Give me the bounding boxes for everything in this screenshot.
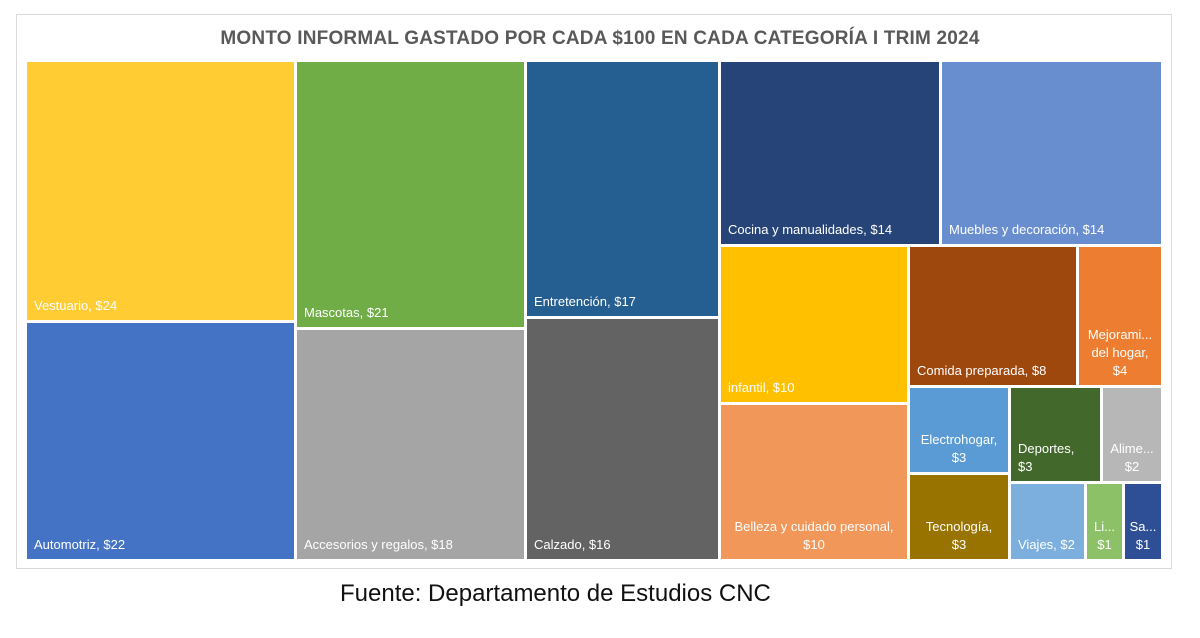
treemap-tile-rect	[1103, 388, 1161, 481]
treemap-tile: infantil, $10	[721, 247, 907, 402]
treemap-tile-rect	[910, 388, 1008, 472]
treemap-tile-label: Automotriz, $22	[34, 537, 125, 552]
treemap-tile-label: Mejorami... del hogar, $4	[1088, 327, 1152, 378]
treemap-tile-rect	[527, 319, 718, 559]
treemap-tile: Viajes, $2	[1011, 484, 1084, 559]
treemap-tile-rect	[910, 247, 1076, 385]
treemap-tile-label: Calzado, $16	[534, 537, 611, 552]
treemap-tile-label: infantil, $10	[728, 380, 795, 395]
treemap-tile: Alime... $2	[1103, 388, 1161, 481]
treemap-tile: Calzado, $16	[527, 319, 718, 559]
treemap-tile-label: Alime... $2	[1110, 441, 1153, 474]
treemap-tile: Vestuario, $24	[27, 62, 294, 320]
treemap-tile-rect	[1079, 247, 1161, 385]
treemap-tile-rect	[721, 62, 939, 244]
treemap-tile: Accesorios y regalos, $18	[297, 330, 524, 559]
treemap-tile-label: Cocina y manualidades, $14	[728, 222, 892, 237]
treemap-tile-label: Entretención, $17	[534, 294, 636, 309]
treemap-tile: Comida preparada, $8	[910, 247, 1076, 385]
treemap-tile-label: Accesorios y regalos, $18	[304, 537, 453, 552]
treemap-tile: Mejorami... del hogar, $4	[1079, 247, 1161, 385]
treemap-tile-label: Viajes, $2	[1018, 537, 1075, 552]
treemap-tile: Tecnología, $3	[910, 475, 1008, 559]
treemap-tile: Cocina y manualidades, $14	[721, 62, 939, 244]
treemap-tile-label: Belleza y cuidado personal, $10	[735, 519, 894, 552]
chart-title: MONTO INFORMAL GASTADO POR CADA $100 EN …	[220, 28, 980, 49]
source-note: Fuente: Departamento de Estudios CNC	[340, 580, 771, 607]
treemap-tile-rect	[1011, 484, 1084, 559]
treemap-tile-rect	[297, 62, 524, 327]
treemap-tile-label: Li... $1	[1094, 519, 1115, 552]
treemap-tile-rect	[942, 62, 1161, 244]
treemap-tile-label: Comida preparada, $8	[917, 363, 1046, 378]
treemap-tile: Muebles y decoración, $14	[942, 62, 1161, 244]
treemap-tile-rect	[1125, 484, 1161, 559]
treemap-tile-rect	[27, 62, 294, 320]
treemap-tile-label: Electrohogar, $3	[921, 432, 998, 465]
treemap-tile-rect	[27, 323, 294, 559]
treemap-tile-rect	[1087, 484, 1122, 559]
treemap-tile-rect	[1011, 388, 1100, 481]
treemap-tile-label: Sa... $1	[1130, 519, 1157, 552]
treemap-tile: Sa... $1	[1125, 484, 1161, 559]
treemap-tile: Belleza y cuidado personal, $10	[721, 405, 907, 559]
treemap-tile: Deportes, $3	[1011, 388, 1100, 481]
treemap-tile: Electrohogar, $3	[910, 388, 1008, 472]
treemap-tile: Automotriz, $22	[27, 323, 294, 559]
treemap-tile-rect	[721, 405, 907, 559]
treemap-tile-label: Mascotas, $21	[304, 305, 389, 320]
treemap-tile-rect	[721, 247, 907, 402]
treemap-tile-label: Tecnología, $3	[926, 519, 993, 552]
treemap-tile-rect	[527, 62, 718, 316]
treemap-tile-label: Deportes, $3	[1018, 441, 1074, 474]
treemap-tile-label: Vestuario, $24	[34, 298, 117, 313]
treemap-tile-rect	[910, 475, 1008, 559]
treemap-tile: Entretención, $17	[527, 62, 718, 316]
treemap-tile-rect	[297, 330, 524, 559]
treemap-tile-label: Muebles y decoración, $14	[949, 222, 1104, 237]
treemap-tile: Li... $1	[1087, 484, 1122, 559]
treemap-tile: Mascotas, $21	[297, 62, 524, 327]
